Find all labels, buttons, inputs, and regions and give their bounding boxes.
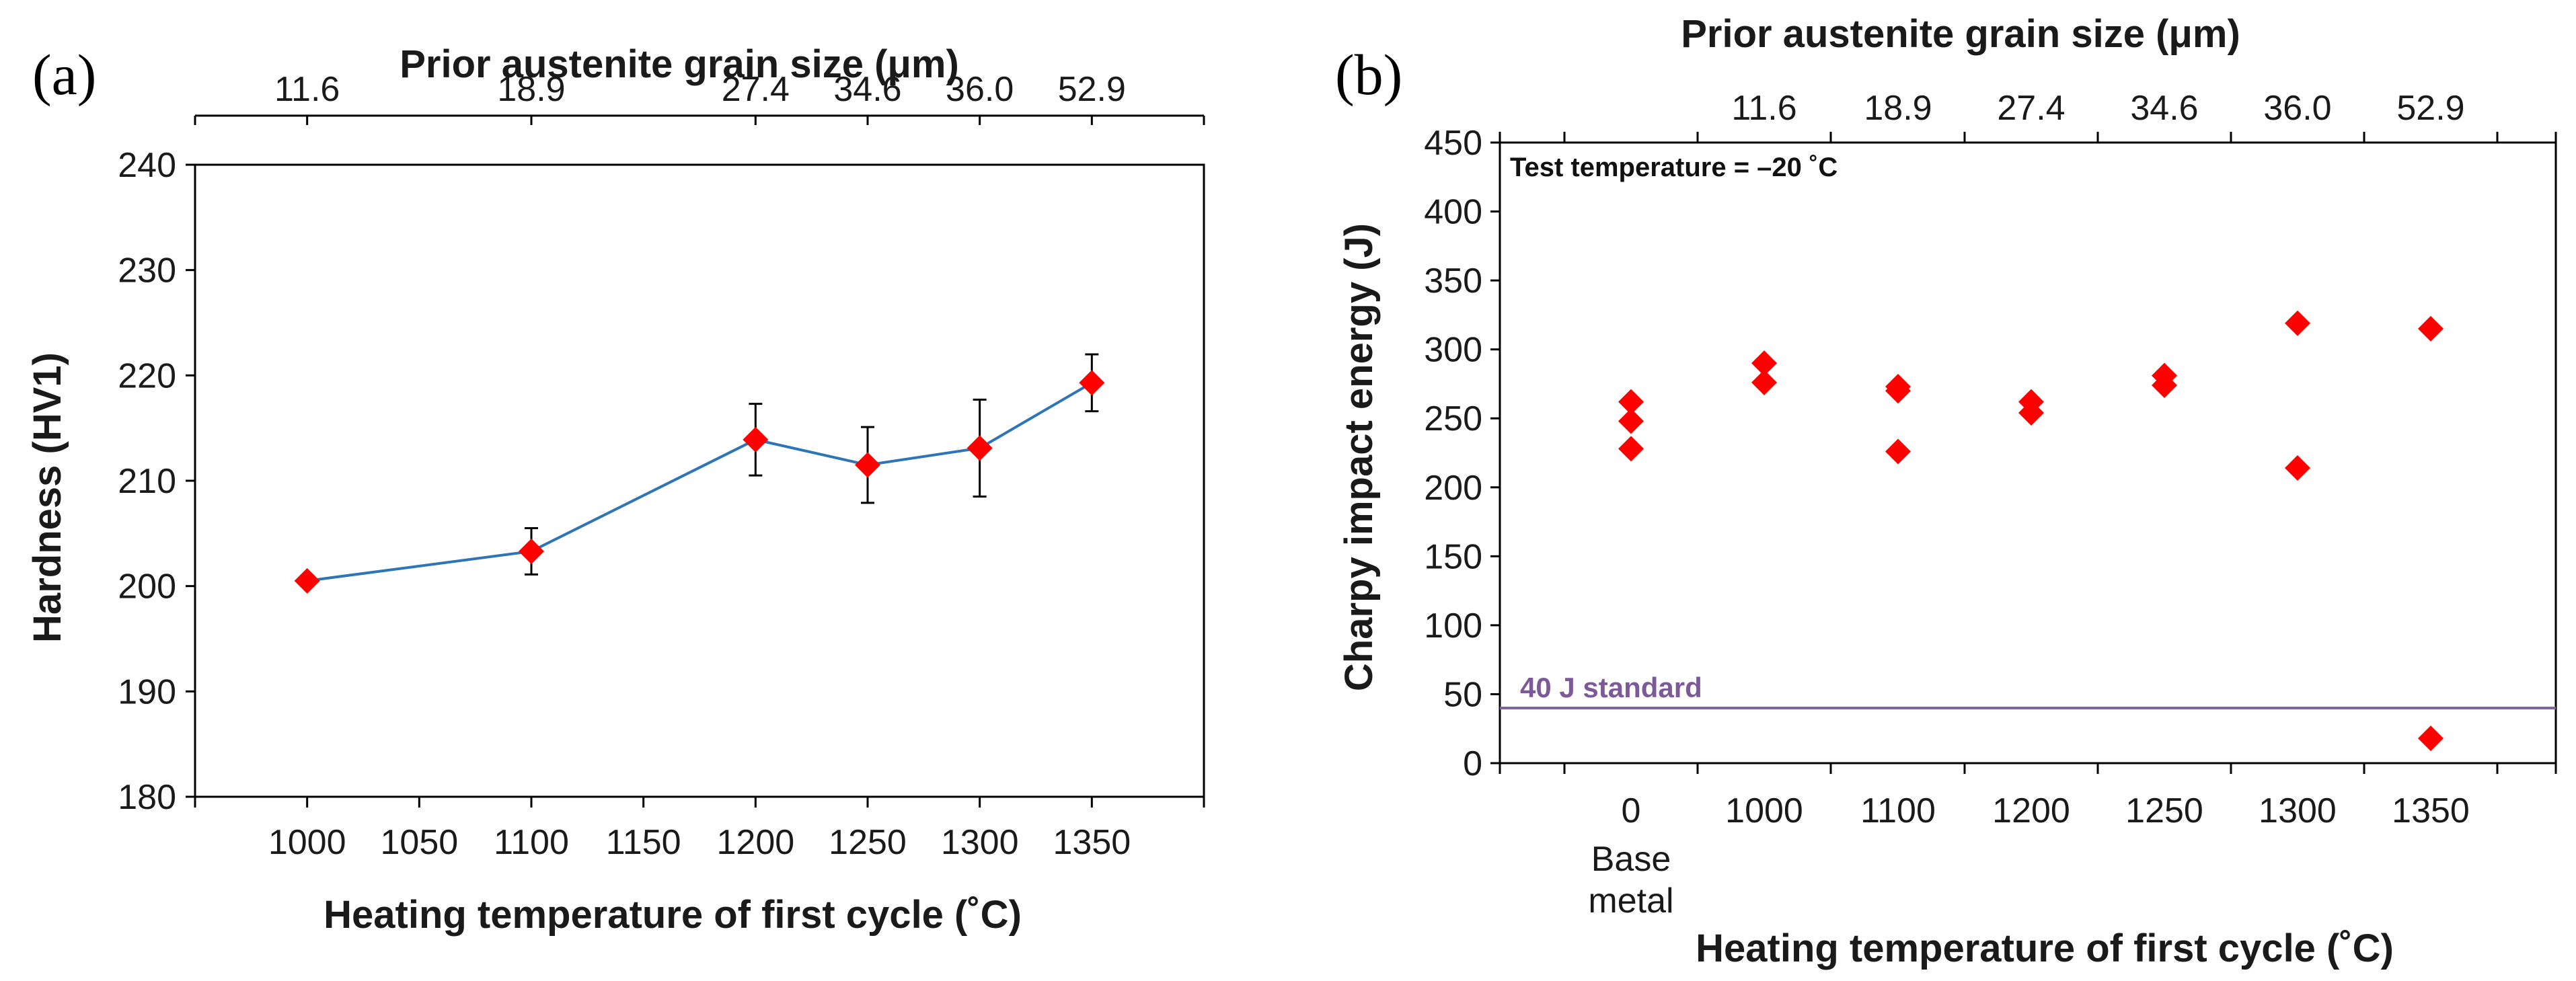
panel-a-top-tick-label: 18.9 [497,70,565,109]
panel-a-x-axis-title: Heating temperature of first cycle (˚C) [324,893,1022,937]
panel-b-plot-frame [1499,141,2557,764]
panel-a-data-point [743,426,769,453]
panel-a-x-tick-label: 1250 [829,823,907,862]
panel-b-data-point [2418,725,2444,752]
panel-a-data-marks [294,353,1105,594]
panel-a-top-tick-label: 34.6 [833,70,901,109]
panel-a-y-tick-label: 180 [118,778,176,817]
panel-b-data-point [1885,438,1911,465]
panel-a-plot-frame [194,163,1205,798]
panel-b-y-tick-label: 350 [1424,262,1482,301]
panel-a-x-tick-label: 1200 [716,823,794,862]
panel-a-data-point [294,567,320,594]
panel-b-label: (b) [1335,42,1402,107]
panel-b-top-tick-label: 18.9 [1864,89,1932,128]
panel-a-y-tick-label: 190 [118,672,176,711]
panel-b-y-tick-label: 200 [1424,469,1482,508]
panel-b-x-tick-label: 1250 [2125,791,2203,830]
panel-a-x-tick-label: 1350 [1053,823,1131,862]
panel-b-reference-label: 40 J standard [1520,672,1702,703]
panel-b-data-point [2285,310,2310,336]
panel-a-x-tick-label: 1050 [380,823,458,862]
panel-b-y-tick-label: 300 [1424,331,1482,370]
panel-a-y-tick-label: 220 [118,356,176,395]
panel-b-data-point [1618,389,1644,415]
panel-b-data-marks: 40 J standard [1500,310,2556,752]
panel-a-label: (a) [32,42,96,107]
panel-a-data-point [519,538,544,564]
panel-b-y-tick-label: 100 [1424,606,1482,645]
panel-a-y-tick-label: 200 [118,567,176,606]
panel-b-top-tick-label: 52.9 [2396,89,2464,128]
panel-a-data-point [967,435,993,461]
panel-a-hardness-chart: (a) Prior austenite grain size (μm) Heat… [26,42,1205,937]
panel-a-tick-labels: 180 190 200 210 220 230 240 1000 1050 1100 1150 120… [118,70,1131,862]
panel-b-top-tick-label: 36.0 [2263,89,2331,128]
panel-a-data-point [855,452,880,478]
panel-b-test-temperature-note: Test temperature = –20 ˚C [1510,153,1838,182]
panel-b-y-tick-label: 450 [1424,124,1482,163]
panel-b-top-tick-label: 34.6 [2130,89,2198,128]
panel-a-top-tick-label: 11.6 [274,70,340,109]
panel-b-x-tick-label: 1000 [1725,791,1803,830]
panel-b-y-tick-label: 250 [1424,399,1482,438]
panel-b-data-point [1751,350,1777,377]
panel-a-data-point [1079,370,1105,396]
panel-b-data-point [1751,369,1777,395]
panel-b-x-tick-label: 1100 [1860,791,1936,830]
panel-a-x-tick-label: 1000 [268,823,346,862]
panel-b-x-axis-title: Heating temperature of first cycle (˚C) [1696,927,2394,970]
panel-b-top-axis-title: Prior austenite grain size (μm) [1681,12,2240,56]
panel-b-y-tick-label: 0 [1463,744,1482,783]
panel-b-top-tick-label: 11.6 [1731,89,1796,128]
panel-b-top-tick-label: 27.4 [1997,89,2065,128]
panel-b-y-tick-label: 150 [1424,537,1482,576]
panel-a-top-tick-label: 27.4 [722,70,790,109]
panel-a-axes [186,114,1205,808]
panel-b-axes [1490,132,2557,774]
panel-b-data-point [1885,378,1911,404]
panel-a-top-axis-title: Prior austenite grain size (μm) [400,42,959,86]
panel-b-x-tick-label: 1350 [2392,791,2470,830]
panel-a-y-tick-label: 210 [118,462,176,501]
panel-b-data-point [2018,400,2044,426]
panel-a-y-tick-label: 240 [118,146,176,185]
panel-a-y-axis-title: Hardness (HV1) [26,352,69,643]
panel-b-x-sublabel: Base [1591,840,1671,879]
panel-a-x-tick-label: 1300 [941,823,1019,862]
panel-b-data-point [1618,436,1644,462]
panel-a-series-line [307,381,1093,582]
panel-b-y-tick-label: 50 [1443,675,1482,714]
panel-b-charpy-chart: (b) Prior austenite grain size (μm) Heat… [1335,12,2557,970]
panel-a-top-tick-label: 52.9 [1058,70,1126,109]
panel-a-x-tick-label: 1100 [494,823,569,862]
panel-b-x-sublabel: metal [1588,881,1673,920]
panel-b-x-tick-label: 1200 [1992,791,2070,830]
panel-b-data-point [2418,315,2444,342]
panel-b-x-tick-label: 0 [1622,791,1641,830]
panel-b-y-axis-title: Charpy impact energy (J) [1337,223,1381,691]
panel-a-top-tick-label: 36.0 [946,70,1014,109]
panel-b-data-point [1618,408,1644,434]
panel-b-x-tick-label: 1300 [2259,791,2337,830]
panel-b-tick-labels: 0 50 100 150 200 250 300 350 400 450 0 1000 1100 1200… [1424,89,2470,920]
panel-a-y-tick-label: 230 [118,251,176,290]
panel-a-x-tick-label: 1150 [606,823,681,862]
panel-b-y-tick-label: 400 [1424,193,1482,232]
panel-b-data-point [2285,455,2310,481]
panel-b-data-point [2152,372,2177,398]
